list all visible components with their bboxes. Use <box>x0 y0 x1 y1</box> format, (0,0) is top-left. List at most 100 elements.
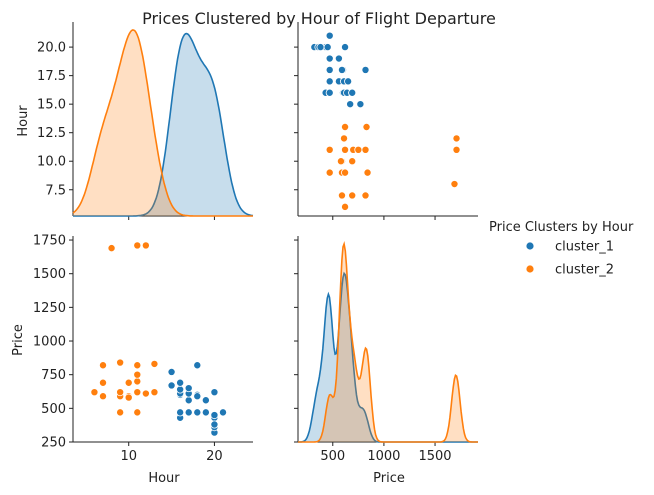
panel-hour-price-ytick-label: 1750 <box>33 234 66 249</box>
panel-hour-price-ytick-label: 250 <box>41 436 66 451</box>
panel-hour-price-ytick-label: 1500 <box>33 267 66 282</box>
scatter-hour-price-point-cluster_2 <box>150 388 159 397</box>
scatter-price-hour-point-cluster_1 <box>316 43 325 52</box>
x-axis-label-price: Price <box>373 471 405 486</box>
panel-hour-price-ytick-label: 1250 <box>33 301 66 316</box>
panel-price-price-xtick-label: 500 <box>320 449 345 464</box>
legend-title: Price Clusters by Hour <box>489 220 634 235</box>
panel-hour-hour-ytick-label: 17.5 <box>37 69 66 84</box>
scatter-hour-price-point-cluster_2 <box>99 378 108 387</box>
hour-density-kde-line-cluster_2 <box>72 29 253 217</box>
scatter-price-hour-point-cluster_1 <box>341 43 350 52</box>
scatter-hour-price-point-cluster_2 <box>133 408 142 417</box>
panel-hour-hour-ytick-label: 20.0 <box>37 41 66 56</box>
scatter-hour-price-point-cluster_2 <box>107 244 116 253</box>
scatter-hour-price-point-cluster_2 <box>99 361 108 370</box>
scatter-price-hour-point-cluster_2 <box>450 180 459 189</box>
price-density-kde-line-cluster_2 <box>298 240 478 443</box>
panel-hour-hour-ytick-label: 12.5 <box>37 126 66 141</box>
scatter-hour-price-point-cluster_1 <box>201 396 210 405</box>
scatter-hour-price-point-cluster_2 <box>133 370 142 379</box>
scatter-hour-price-point-cluster_2 <box>124 378 133 387</box>
legend-label-cluster_1: cluster_1 <box>555 240 614 255</box>
panel-price-price-xtick-label: 1000 <box>367 449 400 464</box>
hour-density-kde-line-cluster_1 <box>73 32 254 217</box>
pairplot-panels: 7.5 10.0 12.5 15.0 17.5 20.0 10 20 250 500 750 1000… <box>11 22 478 486</box>
hour-density-kde-fill-cluster_2 <box>73 30 253 216</box>
scatter-hour-price-point-cluster_2 <box>141 389 150 398</box>
price-density-kde-fill-cluster_1 <box>298 273 478 442</box>
scatter-hour-price-point-cluster_2 <box>116 358 125 367</box>
scatter-price-hour-point-cluster_1 <box>325 88 334 97</box>
scatter-price-hour-point-cluster_2 <box>341 202 350 211</box>
scatter-hour-price-point-cluster_1 <box>210 411 219 420</box>
scatter-hour-price-point-cluster_1 <box>210 388 219 397</box>
scatter-price-hour-point-cluster_1 <box>325 31 334 40</box>
panel-hour-hour-ytick-label: 7.5 <box>45 183 66 198</box>
scatter-price-hour-point-cluster_1 <box>361 65 370 74</box>
scatter-hour-price-point-cluster_1 <box>193 361 202 370</box>
scatter-price-hour-point-cluster_2 <box>341 145 350 154</box>
x-axis-label-hour: Hour <box>148 471 180 486</box>
scatter-hour-price-point-cluster_2 <box>133 241 142 250</box>
scatter-hour-price-point-cluster_1 <box>176 385 185 394</box>
scatter-price-hour-point-cluster_2 <box>452 145 461 154</box>
scatter-price-hour-point-cluster_2 <box>354 145 363 154</box>
legend: Price Clusters by Hour cluster_1 cluster_2 <box>489 220 634 278</box>
scatter-hour-price-point-cluster_1 <box>193 408 202 417</box>
scatter-hour-price-point-cluster_1 <box>176 378 185 387</box>
scatter-price-hour-point-cluster_1 <box>356 100 365 109</box>
scatter-price-hour-point-cluster_2 <box>337 191 346 200</box>
scatter-hour-price-point-cluster_2 <box>99 392 108 401</box>
scatter-hour-price-point-cluster_1 <box>218 408 227 417</box>
scatter-hour-price-point-cluster_2 <box>116 388 125 397</box>
scatter-price-hour-point-cluster_2 <box>362 122 371 131</box>
scatter-price-hour-point-cluster_2 <box>348 157 357 166</box>
scatter-price-hour-point-cluster_2 <box>336 157 345 166</box>
scatter-price-hour-point-cluster_2 <box>363 168 372 177</box>
y-axis-label-price: Price <box>11 324 26 356</box>
hour-density-kde-fill-cluster_1 <box>73 33 253 216</box>
panel-hour-hour-ytick-label: 10.0 <box>37 155 66 170</box>
panel-hour-price-ytick-label: 500 <box>41 402 66 417</box>
legend-marker-cluster_1 <box>525 241 535 251</box>
scatter-price-hour-point-cluster_2 <box>361 145 370 154</box>
panel-hour-price-ytick-label: 750 <box>41 368 66 383</box>
scatter-price-hour-point-cluster_1 <box>325 54 334 63</box>
scatter-hour-price-point-cluster_1 <box>184 396 193 405</box>
y-axis-label-hour: Hour <box>16 105 31 137</box>
scatter-price-hour-point-cluster_2 <box>325 145 334 154</box>
legend-label-cluster_2: cluster_2 <box>555 263 614 278</box>
scatter-hour-price-point-cluster_1 <box>184 408 193 417</box>
scatter-hour-price-point-cluster_1 <box>167 367 176 376</box>
panel-hour-price-xtick-label: 10 <box>120 449 137 464</box>
scatter-hour-price-point-cluster_2 <box>133 377 142 386</box>
scatter-hour-price-point-cluster_1 <box>193 392 202 401</box>
scatter-hour-price-point-cluster_2 <box>90 388 99 397</box>
scatter-price-hour-point-cluster_1 <box>334 54 343 63</box>
price-density-kde-fill-cluster_2 <box>298 244 478 442</box>
scatter-hour-price-point-cluster_1 <box>201 408 210 417</box>
scatter-price-hour-point-cluster_1 <box>323 43 332 52</box>
legend-marker-cluster_2 <box>525 264 535 274</box>
scatter-price-hour-point-cluster_1 <box>325 77 334 86</box>
scatter-price-hour-point-cluster_1 <box>337 65 346 74</box>
scatter-hour-price-point-cluster_1 <box>176 408 185 417</box>
panel-hour-price-ytick-label: 1000 <box>33 335 66 350</box>
panel-price-price-xtick-label: 1500 <box>418 449 451 464</box>
scatter-hour-price-point-cluster_1 <box>210 420 219 429</box>
scatter-price-hour-point-cluster_1 <box>346 100 355 109</box>
scatter-price-hour-point-cluster_2 <box>452 134 461 143</box>
scatter-price-hour-point-cluster_1 <box>325 65 334 74</box>
scatter-price-hour-point-cluster_2 <box>325 168 334 177</box>
chart-title: Prices Clustered by Hour of Flight Depar… <box>142 9 496 28</box>
scatter-hour-price-point-cluster_2 <box>133 388 142 397</box>
scatter-price-hour-point-cluster_1 <box>348 88 357 97</box>
scatter-hour-price-point-cluster_2 <box>133 361 142 370</box>
scatter-hour-price-point-cluster_2 <box>141 241 150 250</box>
panel-hour-hour-ytick-label: 15.0 <box>37 98 66 113</box>
scatter-price-hour-point-cluster_2 <box>348 191 357 200</box>
scatter-price-hour-point-cluster_2 <box>341 168 350 177</box>
scatter-price-hour-point-cluster_1 <box>344 77 353 86</box>
